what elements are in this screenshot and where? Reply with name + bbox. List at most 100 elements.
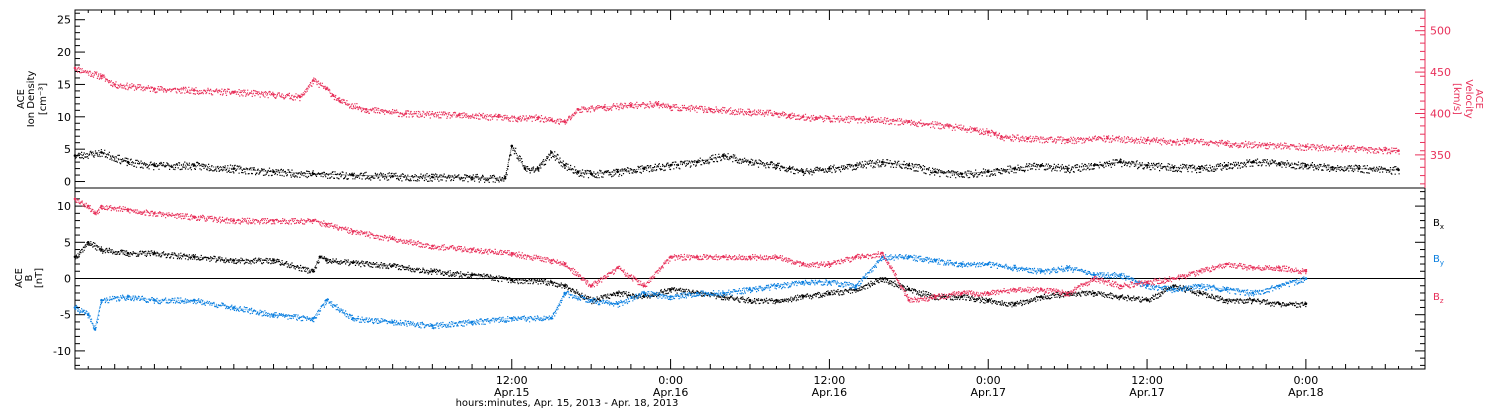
x-tick-sublabel: Apr.18: [1288, 386, 1324, 399]
labels-layer: 0510152025350400450500-10-5051012:00Apr.…: [53, 14, 1451, 399]
top-left-ytick-label: 5: [64, 143, 71, 156]
legend-bx: Bx: [1433, 218, 1444, 231]
series-velocity-point: [73, 66, 77, 70]
x-tick-sublabel: Apr.16: [812, 386, 848, 399]
series-ion-density-point: [126, 160, 130, 164]
series-by-point: [126, 295, 130, 298]
series-by-point: [192, 298, 196, 302]
series-layer: [73, 66, 1400, 331]
series-bz-point: [563, 262, 566, 266]
top-right-ylabel: ACE Velocity [km/s]: [1451, 79, 1484, 118]
series-ion-density-point: [801, 170, 805, 174]
series-ion-density-point: [576, 170, 580, 174]
series-ion-density-point: [470, 176, 474, 179]
series-by-point: [1066, 266, 1069, 269]
x-tick-label: 12:00: [1131, 374, 1163, 387]
legend-bz-text: Bz: [1433, 292, 1444, 305]
series-by-point: [695, 291, 699, 295]
ticks-layer: [75, 10, 1426, 369]
bottom-ytick-label: -5: [60, 309, 71, 322]
series-by-point: [1145, 284, 1149, 288]
bottom-ytick-label: -10: [53, 345, 71, 358]
legend-by: By: [1433, 254, 1444, 267]
series-ion-density-point: [1357, 167, 1361, 170]
series-by-point: [272, 313, 275, 317]
top-left-ytick-label: 15: [57, 78, 71, 91]
series-bz: [73, 197, 1308, 303]
series-bz-point: [986, 291, 990, 295]
series-bx-point: [272, 259, 275, 262]
x-tick-label: 12:00: [814, 374, 846, 387]
series-bz-point: [1304, 270, 1308, 273]
bottom-left-ylabel-line3: [nT]: [34, 268, 45, 288]
x-tick-label: 0:00: [1294, 374, 1319, 387]
series-ion-density-point: [881, 160, 884, 164]
top-right-ytick-label: 350: [1430, 149, 1451, 162]
series-ion-density-point: [775, 164, 778, 167]
top-right-ylabel-line2: Velocity: [1463, 79, 1474, 118]
top-left-ytick-label: 25: [57, 14, 71, 27]
series-ion-density-point: [536, 167, 540, 170]
series-bx-scatter: [75, 241, 1308, 308]
series-ion-density-scatter: [75, 145, 1400, 183]
series-ion-density: [73, 144, 1400, 183]
x-tick-sublabel: Apr.16: [653, 386, 689, 399]
x-tick-label: 0:00: [658, 374, 683, 387]
series-velocity-point: [629, 103, 633, 107]
series-bx-point: [86, 241, 90, 244]
series-velocity-point: [192, 89, 196, 92]
x-tick-label: 12:00: [496, 374, 528, 387]
series-bz-point: [73, 197, 77, 201]
series-ion-density-point: [503, 177, 507, 180]
series-ion-density-point: [616, 170, 619, 174]
series-by-point: [748, 288, 752, 291]
top-left-ylabel-line3: [cm⁻³]: [38, 83, 49, 115]
series-velocity-point: [100, 74, 103, 78]
bottom-ytick-label: 10: [57, 200, 71, 213]
bottom-left-ylabel-line1: ACE: [14, 268, 25, 288]
series-bz-point: [126, 208, 130, 211]
legend-bz: Bz: [1433, 292, 1444, 305]
series-bz-point: [100, 204, 103, 208]
top-right-ytick-label: 450: [1430, 66, 1451, 79]
x-tick-label: 0:00: [976, 374, 1001, 387]
top-left-ytick-label: 10: [57, 111, 71, 124]
series-by-point: [1092, 273, 1096, 277]
legend-bx-text: Bx: [1433, 218, 1444, 231]
series-velocity-point: [338, 99, 342, 103]
series-bz-point: [1092, 277, 1096, 280]
series-bz-scatter: [75, 199, 1308, 303]
series-bx-point: [325, 259, 328, 262]
bottom-left-ylabel-line2: B: [24, 274, 35, 281]
series-velocity-point: [788, 113, 791, 117]
x-tick-sublabel: Apr.15: [494, 386, 530, 399]
bottom-left-ylabel: ACE B [nT]: [14, 268, 45, 288]
series-bx: [73, 241, 1308, 308]
top-right-ylabel-line1: ACE: [1473, 89, 1484, 109]
x-tick-sublabel: Apr.17: [970, 386, 1006, 399]
top-left-ytick-label: 20: [57, 46, 71, 59]
series-by: [73, 254, 1308, 331]
series-ion-density-point: [1198, 167, 1202, 170]
bottom-ytick-label: 0: [64, 273, 71, 286]
top-right-ytick-label: 500: [1430, 25, 1451, 38]
series-velocity-scatter: [75, 66, 1400, 155]
series-ion-density-point: [1013, 167, 1016, 170]
series-by-point: [1013, 266, 1016, 269]
series-by-point: [73, 306, 77, 309]
series-ion-density-point: [1066, 167, 1069, 170]
series-bx-point: [73, 255, 77, 259]
series-ion-density-point: [1119, 160, 1122, 164]
series-bx-trace: [74, 241, 1306, 305]
series-bz-point: [510, 251, 514, 255]
series-bx-point: [100, 248, 103, 251]
series-bz-point: [934, 295, 937, 298]
top-left-ylabel-line1: ACE: [16, 89, 27, 109]
top-right-ylabel-line3: [km/s]: [1451, 83, 1462, 115]
top-left-ytick-label: 0: [64, 176, 71, 189]
series-bz-point: [1278, 266, 1281, 269]
series-ion-density-point: [1251, 160, 1255, 164]
series-bz-point: [86, 204, 90, 208]
series-bx-point: [192, 255, 196, 259]
